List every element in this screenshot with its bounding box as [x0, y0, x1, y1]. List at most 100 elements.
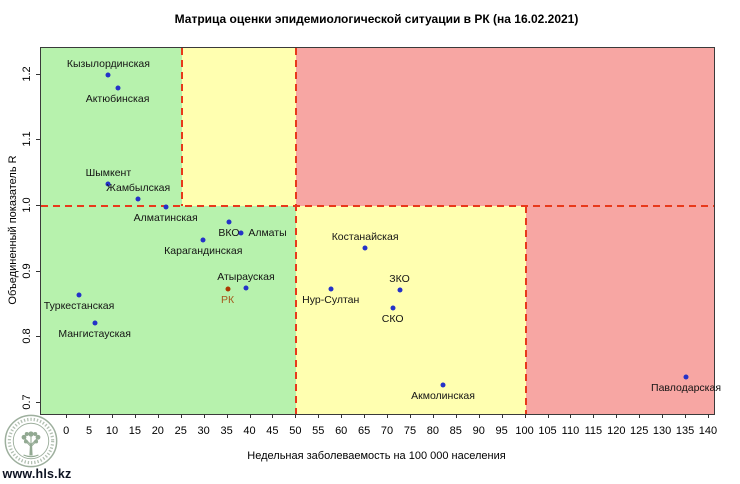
data-point-Мангистауская	[92, 320, 98, 326]
data-point-ЗКО	[397, 287, 402, 293]
x-tick-label: 135	[675, 425, 695, 437]
x-tick	[341, 414, 343, 418]
dashed-r-threshold-line	[41, 205, 714, 208]
y-tick	[36, 270, 40, 272]
data-point-Атырауская	[243, 285, 249, 291]
x-tick	[524, 414, 526, 418]
y-tick-label: 1.1	[21, 131, 33, 148]
x-tick-label: 35	[220, 425, 233, 437]
x-tick-label: 110	[561, 425, 580, 437]
y-tick	[36, 401, 40, 403]
x-tick	[662, 414, 664, 418]
x-tick-label: 70	[380, 425, 394, 437]
x-tick-label: 20	[151, 425, 164, 437]
zone-yellow-upper	[181, 48, 297, 207]
point-label-Актюбинская: Актюбинская	[85, 93, 150, 105]
x-tick	[501, 414, 503, 418]
y-axis-label: Объединенный показатель R	[7, 155, 19, 305]
x-tick-label: 10	[105, 425, 119, 437]
y-tick-label: 1.0	[21, 197, 33, 213]
x-tick	[432, 414, 434, 418]
data-point-Алматинская	[163, 204, 169, 210]
x-tick	[409, 414, 411, 418]
x-tick-label: 90	[472, 425, 485, 437]
zone-yellow-lower	[296, 206, 526, 414]
x-tick-label: 105	[538, 425, 557, 437]
x-tick-label: 50	[289, 425, 302, 437]
point-label-Шымкент: Шымкент	[85, 166, 132, 179]
data-point-Карагандинская	[200, 237, 206, 243]
dashed-threshold-x25	[180, 48, 183, 207]
x-tick-label: 85	[449, 425, 462, 437]
x-tick-label: 45	[266, 425, 279, 437]
point-label-Мангистауская: Мангистауская	[58, 327, 131, 340]
x-tick	[387, 414, 389, 418]
x-tick-label: 140	[698, 425, 718, 437]
x-tick	[685, 414, 687, 418]
x-tick	[249, 414, 251, 418]
x-tick	[639, 414, 641, 418]
point-label-Атырауская: Атырауская	[217, 271, 275, 284]
y-tick-label: 0.9	[21, 263, 33, 279]
x-tick-label: 40	[243, 425, 256, 437]
x-tick	[295, 414, 297, 418]
data-point-Павлодарская	[683, 374, 689, 380]
data-point-Актюбинская	[115, 85, 121, 91]
x-tick	[180, 414, 182, 418]
point-label-РК: РК	[221, 293, 235, 306]
point-label-ЗКО: ЗКО	[389, 273, 410, 286]
y-tick	[36, 336, 40, 338]
point-label-Алматинская: Алматинская	[133, 212, 198, 225]
x-tick-label: 115	[584, 425, 603, 437]
x-tick	[272, 414, 274, 418]
point-label-Нур-Султан: Нур-Султан	[302, 293, 360, 306]
x-tick	[134, 414, 136, 418]
y-tick-label: 0.7	[21, 394, 33, 410]
point-label-Туркестанская: Туркестанская	[43, 299, 115, 312]
x-tick	[547, 414, 549, 418]
x-tick	[318, 414, 320, 418]
zone-red-lower	[525, 206, 714, 414]
x-tick	[111, 414, 113, 418]
point-label-СКО: СКО	[381, 312, 404, 325]
plot-area: Кызылординская Актюбинская Шымкент Жамбылск…	[40, 47, 721, 415]
x-tick-label: 125	[630, 425, 649, 437]
x-tick	[593, 414, 595, 418]
data-point-СКО	[390, 305, 396, 311]
point-label-Костанайская: Костанайская	[331, 231, 399, 244]
x-tick-label: 120	[607, 425, 626, 437]
data-point-Акмолинская	[440, 382, 446, 388]
x-axis-label: Недельная заболеваемость на 100 000 насе…	[247, 450, 506, 462]
x-tick-label: 15	[128, 425, 142, 437]
zone-green-upper	[41, 48, 182, 207]
y-tick-label: 0.8	[21, 328, 33, 344]
x-tick-label: 100	[515, 425, 534, 437]
y-tick	[36, 73, 40, 75]
hls-tree-logo-icon	[3, 413, 59, 474]
x-tick	[89, 414, 91, 418]
chart-title: Матрица оценки эпидемиологической ситуац…	[174, 12, 579, 26]
point-label-Карагандинская: Карагандинская	[164, 245, 243, 258]
data-point-Алматы	[238, 230, 244, 236]
x-tick	[66, 414, 68, 418]
x-tick-label: 130	[652, 425, 672, 437]
x-tick-label: 30	[197, 425, 210, 437]
data-point-Туркестанская	[76, 292, 82, 298]
x-tick-label: 5	[85, 425, 93, 437]
x-tick	[157, 414, 159, 418]
x-tick	[364, 414, 366, 418]
x-tick	[203, 414, 205, 418]
dashed-threshold-x100	[524, 206, 527, 414]
x-tick	[707, 414, 709, 418]
x-tick	[478, 414, 480, 418]
point-label-Кызылординская: Кызылординская	[66, 57, 150, 70]
point-label-Павлодарская: Павлодарская	[651, 381, 722, 394]
point-label-Жамбылская: Жамбылская	[106, 181, 171, 194]
x-tick-label: 60	[335, 425, 348, 437]
x-tick	[616, 414, 618, 418]
data-point-Шымкент	[105, 181, 111, 187]
zone-green-lower	[41, 206, 297, 414]
x-tick-label: 0	[63, 425, 70, 437]
x-tick-label: 25	[174, 425, 187, 437]
